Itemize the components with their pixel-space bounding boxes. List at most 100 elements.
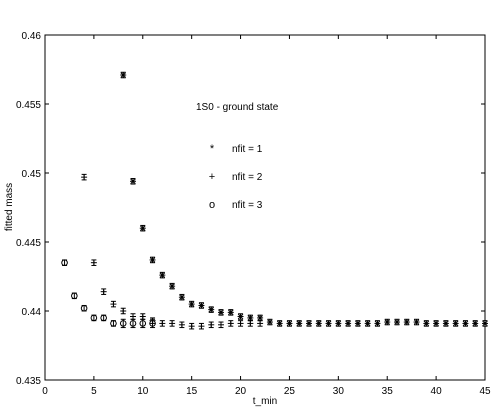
data-point-s1-30 <box>335 320 342 327</box>
x-tick-label-25: 25 <box>284 386 296 397</box>
data-point-s2-8 <box>120 308 127 314</box>
data-point-s1-45 <box>482 320 488 327</box>
y-tick-label-2: 0.445 <box>16 238 41 249</box>
x-tick-label-35: 35 <box>382 386 394 397</box>
data-point-s1-24 <box>276 320 283 327</box>
data-point-s3-9 <box>129 320 137 327</box>
data-point-s3-6 <box>100 314 107 322</box>
data-point-s1-25 <box>286 320 293 327</box>
x-tick-label-0: 0 <box>42 386 48 397</box>
y-tick-label-4: 0.455 <box>16 100 41 111</box>
data-point-s1-22 <box>257 314 264 321</box>
x-tick-label-45: 45 <box>479 386 491 397</box>
data-point-s2-17 <box>208 321 215 328</box>
data-point-s1-40 <box>433 320 440 327</box>
series-3 <box>61 259 156 329</box>
legend-label-2: nfit = 2 <box>232 172 263 183</box>
data-point-s1-36 <box>394 319 400 326</box>
chart-annotation: 1S0 - ground state <box>196 102 279 113</box>
data-point-s3-7 <box>110 320 117 327</box>
x-axis-label: t_min <box>253 396 277 407</box>
data-point-s1-43 <box>462 320 469 327</box>
data-point-s1-8 <box>120 72 127 79</box>
data-point-s1-16 <box>198 302 205 309</box>
series-2 <box>81 173 264 330</box>
data-point-s1-15 <box>188 301 195 308</box>
data-point-s1-35 <box>384 319 391 326</box>
data-point-s3-8 <box>119 320 127 327</box>
data-point-s1-37 <box>403 319 410 326</box>
y-axis-label: fitted mass <box>4 183 15 231</box>
data-point-s1-42 <box>452 320 459 327</box>
x-tick-label-10: 10 <box>137 386 149 397</box>
data-point-s2-22 <box>257 320 264 327</box>
data-point-s3-10 <box>139 320 147 327</box>
x-tick-label-5: 5 <box>91 386 97 397</box>
data-point-s1-21 <box>247 314 254 321</box>
data-point-s2-21 <box>247 320 254 327</box>
data-point-s1-19 <box>227 309 234 316</box>
data-point-s1-13 <box>169 283 176 290</box>
data-point-s1-33 <box>364 320 371 327</box>
data-point-s2-12 <box>159 320 166 327</box>
data-point-s1-38 <box>413 319 420 326</box>
x-tick-label-15: 15 <box>186 386 198 397</box>
data-point-s1-39 <box>423 320 430 327</box>
data-point-s2-6 <box>100 288 107 295</box>
legend-layer: 1S0 - ground state * nfit = 1 + nfit = 2 o nf… <box>196 102 279 211</box>
data-point-s3-3 <box>71 292 78 300</box>
data-point-s1-12 <box>159 272 166 279</box>
data-point-s2-16 <box>198 323 205 330</box>
axes-layer: 0 5 10 15 20 25 30 35 40 45 0.435 0.44 0.445 0.45 0.45… <box>16 31 491 397</box>
data-point-s2-18 <box>218 321 224 328</box>
data-point-s3-2 <box>61 259 68 267</box>
data-point-s1-23 <box>266 319 273 326</box>
marks-layer <box>61 71 488 330</box>
y-tick-label-1: 0.44 <box>22 307 42 318</box>
data-point-s2-5 <box>90 259 97 266</box>
data-point-s2-10 <box>139 313 146 320</box>
series-1 <box>120 71 488 327</box>
data-point-s2-7 <box>110 301 117 308</box>
data-point-s1-28 <box>315 320 322 327</box>
y-tick-label-3: 0.45 <box>22 169 42 180</box>
data-point-s1-18 <box>218 309 224 316</box>
data-point-s2-15 <box>188 323 195 330</box>
data-point-s1-27 <box>306 320 312 327</box>
x-tick-label-20: 20 <box>235 386 247 397</box>
data-point-s1-14 <box>178 294 185 301</box>
data-point-s1-26 <box>296 320 303 327</box>
data-point-s1-17 <box>208 306 215 313</box>
data-point-s1-9 <box>130 178 136 185</box>
data-point-s1-31 <box>345 320 352 327</box>
legend-label-1: nfit = 1 <box>232 144 263 155</box>
legend-label-3: nfit = 3 <box>232 200 263 211</box>
data-point-s1-41 <box>442 320 449 327</box>
data-point-s1-11 <box>149 256 156 263</box>
data-point-s2-20 <box>237 320 244 327</box>
data-point-s2-19 <box>227 320 234 327</box>
data-point-s1-34 <box>374 320 381 327</box>
y-tick-label-0: 0.435 <box>16 376 41 387</box>
data-point-s2-9 <box>130 313 136 320</box>
data-point-s1-44 <box>472 320 479 327</box>
data-point-s1-20 <box>237 313 244 320</box>
x-tick-label-40: 40 <box>431 386 443 397</box>
y-tick-label-5: 0.46 <box>22 31 42 42</box>
data-point-s1-29 <box>325 320 332 327</box>
plot-frame <box>44 34 486 381</box>
data-point-s2-13 <box>169 320 176 327</box>
legend-marker-2: + <box>209 171 215 183</box>
data-point-s3-4 <box>80 304 88 312</box>
data-point-s3-11 <box>149 320 156 327</box>
legend-marker-1: * <box>210 143 215 155</box>
data-point-s1-32 <box>354 320 361 327</box>
data-point-s2-4 <box>81 174 88 181</box>
data-point-s1-10 <box>139 225 146 232</box>
data-point-s2-14 <box>178 321 185 328</box>
x-tick-label-30: 30 <box>333 386 345 397</box>
legend-marker-3: o <box>209 199 215 211</box>
data-point-s3-5 <box>90 314 98 322</box>
